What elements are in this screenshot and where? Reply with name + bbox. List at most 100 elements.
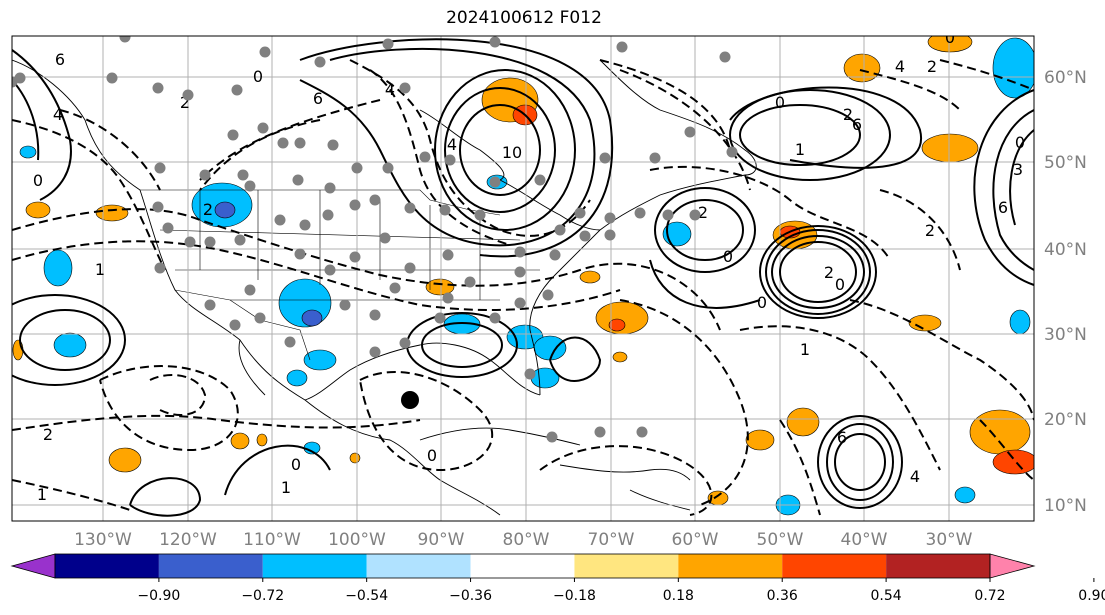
contour-label: 0: [945, 28, 955, 47]
latitude-label: 20°N: [1044, 410, 1087, 430]
colorbar-tick-label: 0.54: [871, 588, 902, 604]
station-marker: [106, 72, 118, 84]
station-marker: [339, 299, 351, 311]
station-marker: [231, 84, 243, 96]
anomaly-blob: [992, 37, 1034, 99]
station-marker: [154, 162, 166, 174]
plot-frame: [11, 35, 1035, 522]
longitude-label: 90°W: [418, 530, 465, 550]
contour-label: 4: [447, 135, 457, 154]
station-marker: [616, 41, 628, 53]
anomaly-blob: [25, 201, 51, 219]
anomaly-blob: [786, 407, 820, 437]
colorbar-segment: [886, 554, 990, 578]
latitude-label: 40°N: [1044, 240, 1087, 260]
contour-label: 6: [852, 115, 862, 134]
contour-label: 0: [427, 446, 437, 465]
station-marker: [379, 232, 391, 244]
station-marker: [277, 137, 289, 149]
colorbar-tick-label: −0.54: [345, 588, 388, 604]
colorbar-segment: [470, 554, 575, 578]
station-marker: [184, 236, 196, 248]
anomaly-blob: [992, 449, 1034, 475]
colorbar-segment: [366, 554, 471, 578]
latitude-label: 60°N: [1044, 68, 1087, 88]
station-marker: [294, 137, 306, 149]
longitude-label: 120°W: [159, 530, 217, 550]
contour-label: 2: [203, 200, 213, 219]
contour-label: 6: [55, 50, 65, 69]
contour-label: 4: [53, 105, 63, 124]
station-marker: [604, 212, 616, 224]
station-marker: [636, 426, 648, 438]
longitude-label: 110°W: [243, 530, 301, 550]
station-marker: [369, 309, 381, 321]
station-marker: [369, 194, 381, 206]
colorbar-tick-label: 0.36: [767, 588, 798, 604]
station-marker: [404, 262, 416, 274]
colorbar-tick-label: 0.72: [974, 588, 1005, 604]
contour-label: 1: [795, 140, 805, 159]
station-markers: [12, 36, 738, 443]
station-marker: [524, 368, 536, 380]
station-marker: [204, 299, 216, 311]
contour-label: 1: [800, 340, 810, 359]
contour-label: 0: [291, 455, 301, 474]
station-marker: [294, 248, 306, 260]
anomaly-blob: [43, 249, 73, 287]
station-marker: [324, 264, 336, 276]
anomaly-blob: [214, 201, 236, 219]
station-marker: [324, 182, 336, 194]
station-marker: [349, 251, 361, 263]
station-marker: [204, 236, 216, 248]
station-marker: [382, 162, 394, 174]
station-marker: [234, 234, 246, 246]
anomaly-blob: [108, 447, 142, 473]
anomaly-blob: [1009, 309, 1031, 335]
contour-label: 3: [1013, 160, 1023, 179]
colorbar-extend-max: [989, 553, 1036, 579]
anomaly-blob: [230, 432, 250, 450]
station-marker: [199, 169, 211, 181]
station-marker: [244, 284, 256, 296]
contour-label: 4: [385, 80, 395, 99]
contour-label: 2: [43, 425, 53, 444]
station-marker: [349, 199, 361, 211]
longitude-label: 60°W: [672, 530, 719, 550]
station-marker: [634, 207, 646, 219]
station-marker: [689, 209, 701, 221]
colorbar-extend-min: [10, 553, 56, 579]
contour-label: 4: [910, 467, 920, 486]
station-marker: [684, 126, 696, 138]
latitude-label: 30°N: [1044, 325, 1087, 345]
station-marker: [299, 219, 311, 231]
station-marker: [119, 36, 131, 43]
station-marker: [514, 297, 526, 309]
contour-label: 0: [835, 275, 845, 294]
anomaly-blob: [579, 270, 601, 284]
station-marker: [12, 76, 18, 88]
station-marker: [444, 154, 456, 166]
station-marker: [464, 276, 476, 288]
contour-label: 0: [723, 247, 733, 266]
station-marker: [229, 319, 241, 331]
station-marker: [514, 246, 526, 258]
anomaly-blob: [921, 133, 979, 163]
contour-label: 1: [95, 260, 105, 279]
longitude-label: 100°W: [328, 530, 386, 550]
colorbar-segment: [262, 554, 367, 578]
station-marker: [284, 336, 296, 348]
colorbar-tick-label: −0.18: [553, 588, 596, 604]
station-marker: [327, 139, 339, 151]
colorbar-tick-label: −0.90: [137, 588, 180, 604]
anomaly-blob: [301, 309, 323, 327]
station-marker: [162, 222, 174, 234]
station-marker: [227, 129, 239, 141]
colorbar-segment: [158, 554, 263, 578]
contour-label: 0: [1015, 133, 1025, 152]
anomaly-blob: [256, 433, 268, 447]
anomaly-blob: [303, 349, 337, 371]
contour-label: 2: [180, 93, 190, 112]
station-marker: [182, 89, 194, 101]
